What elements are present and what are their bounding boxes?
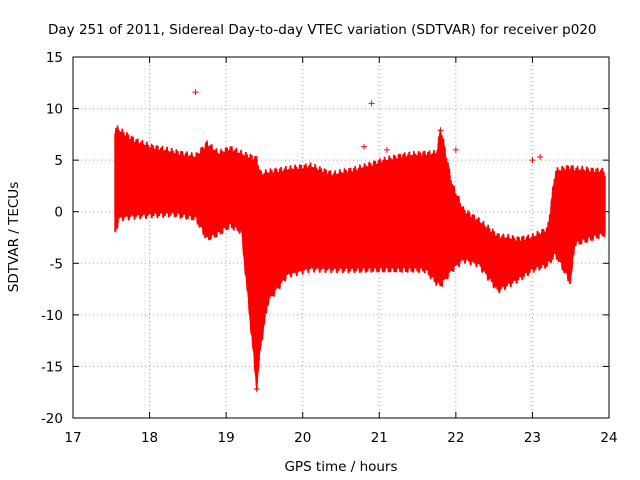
x-tick-label: 20 [294, 430, 311, 446]
y-tick-label: -5 [50, 256, 63, 272]
x-axis-label: GPS time / hours [284, 459, 397, 475]
x-axis-ticks: 17 18 19 20 21 22 23 24 [64, 57, 618, 446]
data-point-marker [537, 154, 544, 161]
x-tick-label: 19 [218, 430, 235, 446]
plot-area [114, 89, 606, 393]
data-point-marker [383, 146, 390, 153]
y-tick-label: -20 [41, 411, 63, 427]
data-point-marker [494, 285, 501, 292]
x-tick-label: 17 [64, 430, 81, 446]
y-tick-label: 10 [46, 102, 63, 118]
y-axis-ticks: 15 10 5 0 -5 -10 -15 -20 [41, 50, 609, 427]
x-tick-label: 21 [371, 430, 388, 446]
data-point-marker [437, 127, 444, 134]
data-point-marker [253, 386, 260, 393]
data-point-marker [368, 100, 375, 107]
x-tick-label: 24 [600, 430, 617, 446]
x-tick-label: 23 [524, 430, 541, 446]
y-tick-label: 15 [46, 50, 63, 66]
x-tick-label: 18 [141, 430, 158, 446]
plot-frame [72, 56, 610, 419]
sdtvar-series-envelope [114, 125, 606, 391]
y-tick-label: -15 [41, 359, 63, 375]
x-tick-label: 22 [447, 430, 464, 446]
chart-title: Day 251 of 2011, Sidereal Day-to-day VTE… [48, 22, 597, 38]
y-tick-label: 5 [54, 153, 63, 169]
y-tick-label: -10 [41, 308, 63, 324]
data-point-marker [529, 157, 536, 164]
data-point-marker [452, 146, 459, 153]
data-point-marker [360, 143, 367, 150]
y-axis-label: SDTVAR / TECUs [6, 182, 22, 292]
data-point-marker [192, 89, 199, 96]
y-tick-label: 0 [54, 205, 63, 221]
